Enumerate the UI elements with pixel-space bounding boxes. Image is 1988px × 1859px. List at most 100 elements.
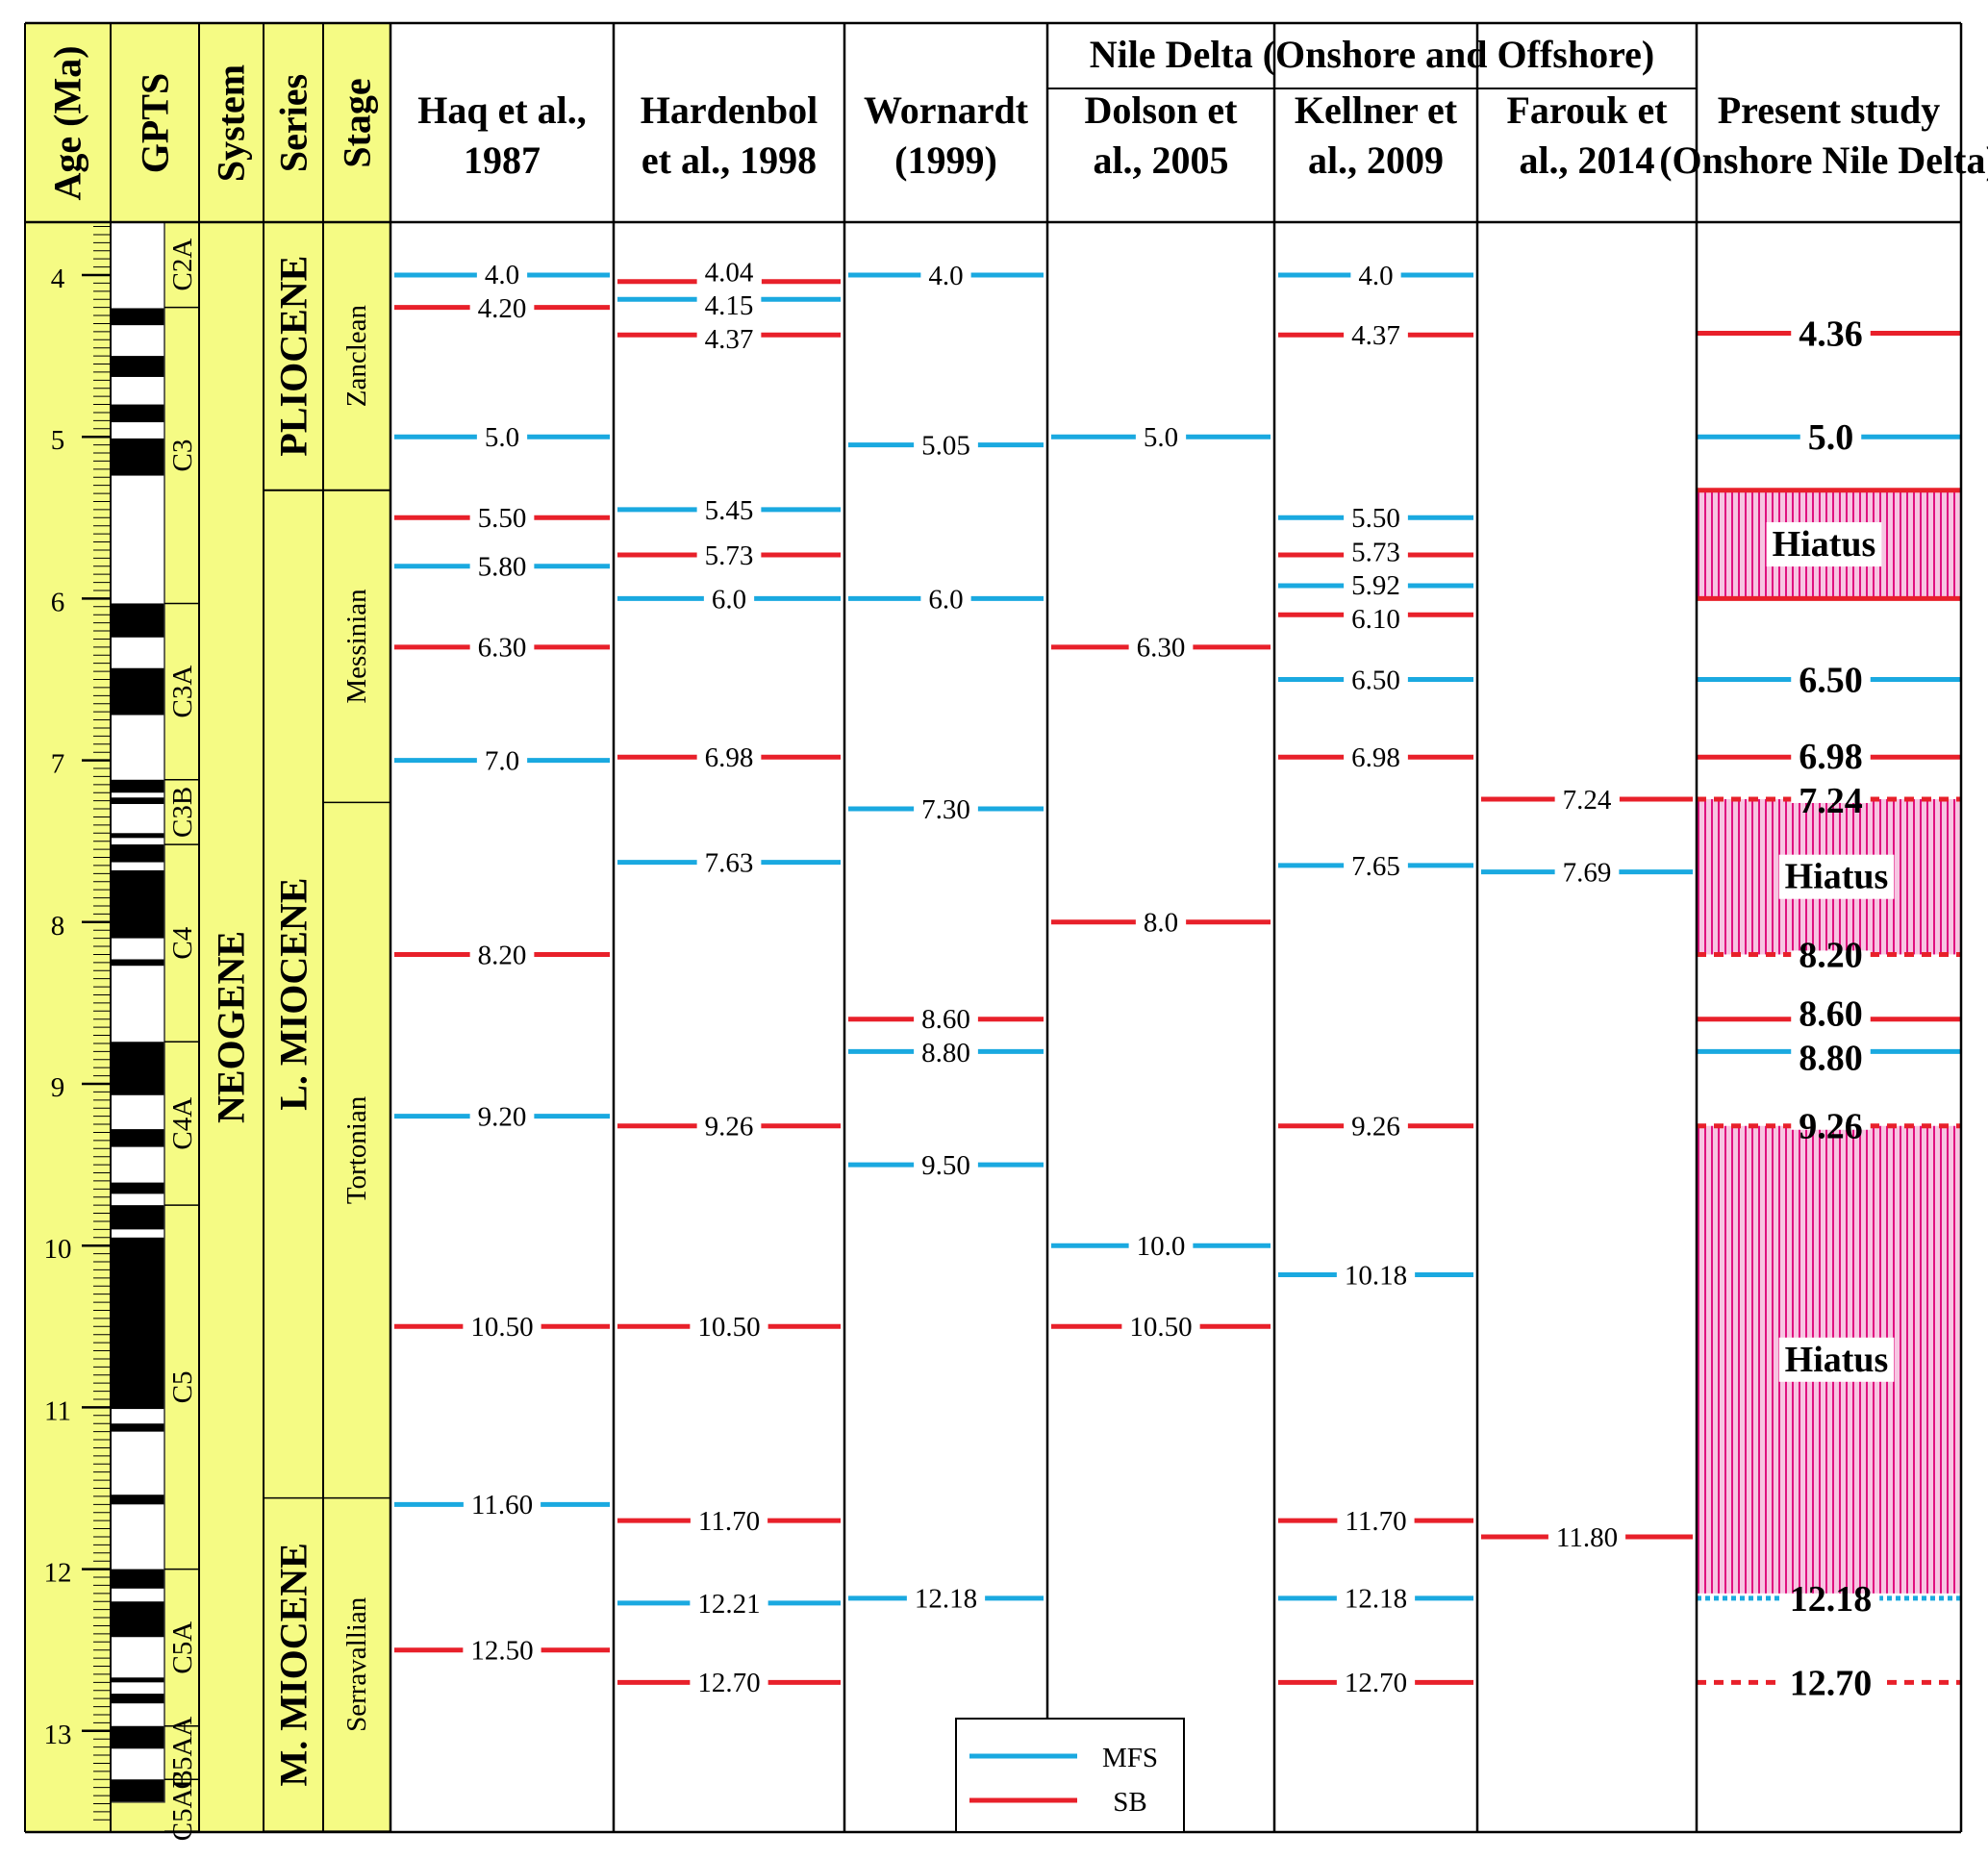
- event-age-label: 12.21: [697, 1589, 760, 1620]
- label-gap: [914, 1161, 978, 1169]
- column-subtitle: 1987: [464, 138, 541, 182]
- label-gap: [463, 1322, 541, 1331]
- chron-label: C5: [167, 1370, 198, 1403]
- event-age-label: 5.73: [1351, 537, 1400, 567]
- chron-label: C5AA: [167, 1717, 198, 1790]
- event-age-label: 5.73: [705, 540, 754, 571]
- hiatus-label: Hiatus: [1785, 857, 1889, 897]
- label-gap: [914, 1015, 978, 1023]
- gpts-normal-polarity: [111, 1182, 164, 1194]
- gpts-normal-polarity: [111, 1423, 164, 1432]
- event-age-label: 5.0: [1808, 417, 1854, 458]
- label-gap: [690, 1598, 768, 1607]
- event-age-label: 8.80: [1799, 1038, 1863, 1078]
- event-age-label: 4.0: [928, 261, 963, 291]
- hiatus-label-background: [1778, 1337, 1895, 1382]
- hiatus-label: Hiatus: [1773, 524, 1876, 565]
- label-gap: [703, 594, 755, 603]
- event-age-label: 6.30: [1137, 633, 1186, 664]
- label-gap: [1554, 867, 1620, 876]
- event-age-label: 6.98: [1799, 737, 1863, 777]
- age-tick-label: 13: [44, 1720, 72, 1750]
- gpts-normal-polarity: [111, 844, 164, 863]
- hiatus-label-background: [1778, 854, 1895, 899]
- chron-label: C3: [167, 440, 198, 472]
- event-age-label: 6.30: [478, 633, 527, 664]
- label-gap: [1344, 753, 1408, 762]
- event-age-label: 9.20: [478, 1102, 527, 1133]
- gpts-bar: [111, 222, 164, 1802]
- chron-label: C3A: [167, 666, 198, 718]
- gpts-normal-polarity: [111, 1042, 164, 1095]
- event-age-label: 5.92: [1351, 570, 1400, 601]
- label-gap: [1344, 331, 1408, 339]
- label-gap: [1344, 514, 1408, 522]
- column-title: Kellner et: [1295, 88, 1458, 132]
- gpts-normal-polarity: [111, 1779, 164, 1802]
- event-age-label: 8.20: [1799, 935, 1863, 975]
- gpts-normal-polarity: [111, 603, 164, 638]
- system-label: NEOGENE: [210, 931, 253, 1123]
- label-gap: [696, 331, 762, 339]
- event-age-label: 12.18: [1790, 1579, 1873, 1620]
- label-gap: [1336, 1594, 1416, 1602]
- column-subtitle: (1999): [894, 138, 997, 182]
- event-age-label: 12.70: [1790, 1663, 1873, 1703]
- event-age-label: 5.45: [705, 495, 754, 526]
- hiatus-label: Hiatus: [1785, 1340, 1889, 1380]
- event-age-label: 7.30: [921, 794, 970, 825]
- event-age-label: 11.80: [1556, 1522, 1618, 1553]
- chron-label: C5AB: [167, 1770, 198, 1841]
- event-age-label: 6.98: [705, 742, 754, 773]
- event-age-label: 4.04: [705, 257, 754, 288]
- series-label: PLIOCENE: [272, 256, 315, 457]
- gpts-normal-polarity: [111, 667, 164, 716]
- column-title: Farouk et: [1506, 88, 1668, 132]
- label-gap: [696, 858, 762, 867]
- label-gap: [1791, 950, 1871, 959]
- event-age-label: 4.36: [1799, 314, 1863, 354]
- gpts-normal-polarity: [111, 1694, 164, 1704]
- stratigraphic-panel-background: [25, 23, 390, 1832]
- age-tick-label: 11: [44, 1395, 71, 1426]
- label-gap: [1791, 1121, 1871, 1130]
- label-gap: [1799, 433, 1862, 441]
- event-age-label: 11.70: [698, 1506, 760, 1537]
- label-gap: [476, 433, 528, 441]
- label-gap: [696, 505, 762, 514]
- label-gap: [690, 1678, 768, 1687]
- chron-label: C5A: [167, 1621, 198, 1674]
- label-gap: [1135, 433, 1187, 441]
- column-subtitle: al., 2009: [1308, 138, 1444, 182]
- chron-label: C4A: [167, 1097, 198, 1150]
- event-age-label: 10.50: [470, 1312, 533, 1343]
- chron-label: C2A: [167, 239, 198, 291]
- gpts-normal-polarity: [111, 1129, 164, 1147]
- event-age-label: 5.0: [485, 422, 519, 453]
- event-age-label: 7.0: [485, 745, 519, 776]
- label-gap: [696, 277, 762, 286]
- event-age-label: 11.70: [1345, 1506, 1406, 1537]
- label-gap: [1344, 861, 1408, 869]
- event-age-label: 11.60: [471, 1490, 533, 1520]
- label-gap: [1781, 1594, 1880, 1602]
- age-tick-label: 8: [51, 911, 65, 942]
- gpts-normal-polarity: [111, 356, 164, 377]
- label-gap: [914, 1047, 978, 1056]
- label-gap: [1350, 271, 1401, 279]
- event-age-label: 12.70: [1345, 1668, 1407, 1698]
- event-age-label: 5.0: [1144, 422, 1178, 453]
- stage-header: Stage: [336, 78, 379, 167]
- label-gap: [920, 271, 971, 279]
- label-gap: [1344, 611, 1408, 619]
- label-gap: [1791, 753, 1871, 762]
- gpts-normal-polarity: [111, 404, 164, 423]
- legend-label: MFS: [1102, 1743, 1158, 1773]
- event-age-label: 12.70: [697, 1668, 760, 1698]
- event-age-label: 4.20: [478, 293, 527, 324]
- label-gap: [1344, 675, 1408, 684]
- event-age-label: 6.0: [712, 584, 746, 615]
- age-tick-label: 5: [51, 425, 65, 456]
- label-gap: [469, 303, 535, 312]
- column-subtitle: (Onshore Nile Delta): [1659, 138, 1988, 182]
